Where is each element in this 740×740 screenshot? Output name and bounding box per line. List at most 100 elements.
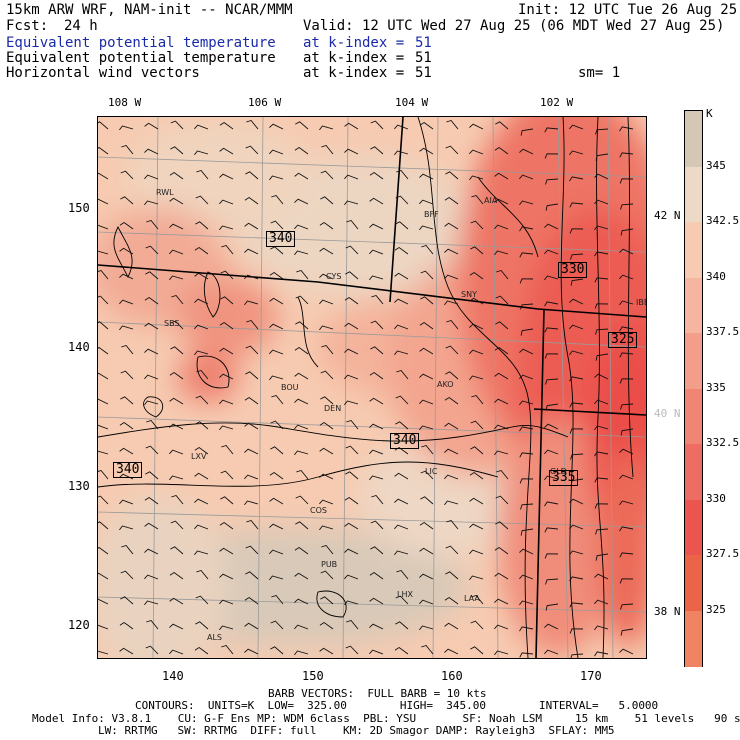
- contour-lines: [98, 117, 634, 658]
- lat-label-42n: 42 N: [654, 209, 681, 222]
- wind-barb: [98, 121, 109, 130]
- wind-barb: [119, 299, 134, 305]
- wind-barb: [344, 548, 359, 555]
- wind-barb: [370, 146, 384, 155]
- grid-x-label-150: 150: [302, 669, 324, 683]
- wind-barb: [219, 521, 234, 530]
- wind-barb: [169, 371, 184, 380]
- wind-barb: [444, 248, 459, 255]
- wind-barb: [98, 495, 109, 505]
- city-cys: CYS: [326, 272, 341, 281]
- wind-barb: [569, 576, 584, 582]
- wind-barb: [619, 152, 634, 158]
- wind-barb: [594, 477, 609, 483]
- wind-barb: [345, 245, 359, 255]
- wind-barb: [245, 145, 259, 155]
- footer-barb-info: BARB VECTORS: FULL BARB = 10 kts: [268, 687, 487, 700]
- wind-barb: [244, 196, 259, 205]
- wind-barb: [219, 399, 234, 405]
- wind-barb: [570, 453, 584, 460]
- wind-barb: [269, 523, 284, 530]
- wind-barb: [344, 600, 359, 606]
- wind-barb: [544, 353, 559, 359]
- wind-barb: [194, 498, 209, 505]
- wind-barb: [296, 269, 309, 280]
- wind-barb: [469, 575, 484, 581]
- wind-barb: [394, 472, 409, 480]
- map-panel: RWL CYS BFF AIA SNY SBS BOU DEN AKO LXV …: [97, 116, 647, 659]
- wind-barb: [569, 602, 584, 608]
- wind-barb: [294, 198, 309, 205]
- wind-barb: [144, 322, 159, 330]
- wind-barb: [120, 170, 134, 180]
- wind-barb: [195, 621, 209, 630]
- wind-barb: [495, 121, 509, 130]
- wind-barb: [520, 528, 534, 536]
- wind-barb: [394, 272, 409, 280]
- wind-barb: [244, 648, 259, 655]
- wind-barb: [544, 623, 559, 630]
- wind-barb: [246, 319, 259, 330]
- lat-label-40n: 40 N: [654, 407, 681, 420]
- wind-barb: [421, 644, 434, 655]
- city-lhx: LHX: [397, 590, 413, 599]
- wind-barb: [544, 449, 559, 455]
- wind-barb: [544, 275, 559, 281]
- wind-barb: [194, 298, 209, 305]
- wind-barb: [519, 574, 534, 580]
- wind-barb: [244, 596, 259, 605]
- wind-barb: [619, 578, 634, 584]
- wind-barb: [495, 295, 509, 305]
- field-3-name: Horizontal wind vectors: [6, 65, 200, 81]
- wind-barb: [219, 199, 234, 205]
- wind-barb: [396, 169, 409, 180]
- wind-barb: [545, 178, 559, 185]
- contour-label-340-a: 340: [266, 231, 296, 247]
- wind-barb: [344, 122, 359, 130]
- wind-barb: [194, 150, 209, 156]
- wind-barb: [244, 396, 259, 405]
- wind-barb: [419, 321, 434, 330]
- wind-barb: [294, 172, 309, 180]
- smoothing-value: sm= 1: [578, 65, 621, 81]
- wind-barb: [419, 199, 434, 205]
- wind-barb: [519, 626, 534, 632]
- wind-barb: [520, 128, 534, 136]
- wind-barb: [569, 350, 584, 356]
- wind-barb: [494, 198, 509, 205]
- legend-swatch: [685, 333, 702, 389]
- wind-barb: [494, 172, 509, 180]
- wind-barb: [219, 373, 234, 380]
- wind-barb: [169, 171, 184, 180]
- wind-barb: [194, 272, 209, 280]
- wind-barb: [98, 372, 109, 380]
- wind-barb: [295, 521, 309, 530]
- wind-barb: [544, 249, 559, 255]
- wind-barb: [98, 295, 109, 305]
- wind-barb: [569, 124, 584, 130]
- wind-barb: [196, 569, 209, 580]
- wind-barb: [98, 521, 109, 530]
- field-1-value: 51: [415, 35, 432, 51]
- legend-label: 332.5: [706, 436, 740, 449]
- wind-barb: [244, 222, 259, 230]
- wind-barb: [369, 371, 384, 380]
- wind-barb: [469, 323, 484, 330]
- wind-barb: [170, 320, 184, 330]
- wind-barb: [620, 428, 634, 436]
- city-rwl: RWL: [156, 188, 174, 197]
- wind-barb: [444, 596, 459, 605]
- wind-barb: [544, 553, 559, 559]
- wind-barb: [519, 226, 534, 232]
- legend-swatch: [685, 166, 702, 223]
- wind-barb: [594, 199, 609, 205]
- legend-swatch: [685, 222, 702, 278]
- wind-barb: [270, 220, 284, 230]
- wind-barb: [619, 526, 634, 532]
- wind-barb: [369, 197, 384, 205]
- wind-barb: [594, 173, 609, 180]
- wind-barb: [220, 496, 234, 505]
- wind-barb: [369, 223, 384, 230]
- wind-barb: [494, 224, 509, 230]
- wind-barb: [295, 295, 309, 305]
